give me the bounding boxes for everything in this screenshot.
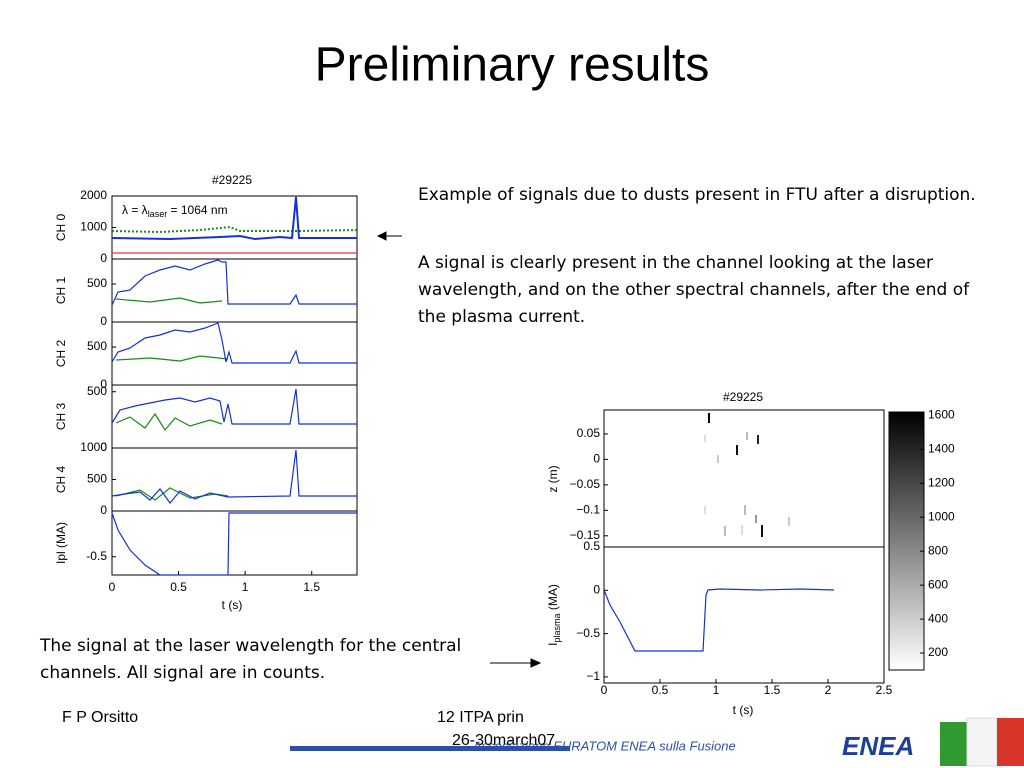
note: A signal is clearly present in the chann…	[418, 253, 970, 327]
x-axis-label: t (s)	[733, 703, 754, 717]
y-tick-label: 600	[928, 577, 948, 591]
y-tick-label: 1000	[928, 509, 955, 523]
label-part: I	[546, 643, 560, 646]
x-tick-label: 1	[713, 683, 720, 697]
flag	[940, 717, 1024, 767]
y-tick-label: 1200	[928, 475, 955, 489]
annotation-part: = 1064 nm	[167, 203, 227, 217]
y-tick-label: -0.5	[86, 549, 107, 563]
plasma-current-trace	[603, 588, 835, 652]
x-tick-label: 0.5	[170, 580, 187, 594]
y-tick-label: 200	[928, 645, 948, 659]
x-tick-label: 2.5	[876, 683, 893, 697]
y-tick-label: 500	[87, 384, 107, 398]
y-tick-label: 0	[100, 251, 107, 265]
footer-date: 26-30march07	[452, 732, 555, 749]
y-tick-label: 1400	[928, 442, 955, 456]
y-axis-label: CH 2	[54, 340, 68, 368]
y-tick-label: −0.1	[576, 503, 600, 517]
x-tick-label: 0.5	[652, 683, 669, 697]
annotation-sub: laser	[148, 209, 168, 219]
y-tick-label: 500	[87, 472, 107, 486]
x-tick-label: 0	[109, 580, 116, 594]
figure-title: #29225	[212, 173, 252, 187]
y-tick-label: 2000	[80, 188, 107, 202]
y-axis-label: CH 4	[54, 466, 68, 494]
y-axis-label: Iplasma (MA)	[546, 584, 562, 646]
y-tick-label: −0.05	[570, 477, 601, 491]
slide-title: Preliminary results	[315, 39, 710, 92]
label-sub: plasma	[552, 613, 562, 642]
y-tick-label: −0.5	[576, 626, 600, 640]
y-axis-label: z (m)	[546, 465, 560, 492]
arrows	[376, 231, 542, 668]
y-tick-label: 0.5	[583, 539, 600, 553]
y-tick-label: 800	[928, 543, 948, 557]
y-tick-label: −1	[586, 669, 600, 683]
y-axis-label: CH 1	[54, 277, 68, 305]
y-tick-label: 0	[593, 582, 600, 596]
annotation: λ = λlaser = 1064 nm	[122, 203, 228, 219]
y-tick-label: 500	[87, 276, 107, 290]
y-tick-label: 0	[593, 452, 600, 466]
y-tick-label: 1000	[80, 220, 107, 234]
y-axis-label: CH 3	[54, 403, 68, 431]
annotation-part: λ = λ	[122, 203, 148, 217]
footer-association: Associazione EURATOM ENEA sulla Fusione	[472, 738, 736, 753]
y-tick-label: −0.15	[570, 528, 601, 542]
y-tick-label: 0	[100, 440, 107, 454]
y-tick-label: 1600	[928, 408, 955, 422]
left-traces	[111, 196, 358, 576]
logo: ENEA	[842, 731, 914, 761]
y-tick-label: 400	[928, 611, 948, 625]
y-tick-label: 0	[100, 314, 107, 328]
y-tick-label: 0	[100, 503, 107, 517]
footer-event: 12 ITPA prin	[437, 709, 524, 726]
y-tick-label: 0.05	[577, 426, 601, 440]
x-tick-label: 0	[601, 683, 608, 697]
y-tick-label: 0	[100, 377, 107, 391]
footer-author: F P Orsitto	[62, 709, 138, 726]
speckles	[704, 413, 790, 537]
x-axis-label: t (s)	[222, 598, 243, 612]
footer-bar	[290, 746, 570, 751]
y-axis-label: CH 0	[54, 214, 68, 242]
y-tick-label: 500	[87, 339, 107, 353]
label-part: (MA)	[546, 584, 560, 613]
x-tick-label: 1.5	[764, 683, 781, 697]
colorbar	[888, 411, 925, 671]
y-axis-label: Ipl (MA)	[54, 522, 68, 564]
note: Example of signals due to dusts present …	[418, 185, 976, 205]
y-tick-label: 1000	[80, 440, 107, 454]
caption: The signal at the laser wavelength for t…	[40, 636, 462, 683]
x-tick-label: 2	[825, 683, 832, 697]
x-tick-label: 1.5	[303, 580, 320, 594]
figure-title: #29225	[723, 390, 763, 404]
x-tick-label: 1	[242, 580, 249, 594]
